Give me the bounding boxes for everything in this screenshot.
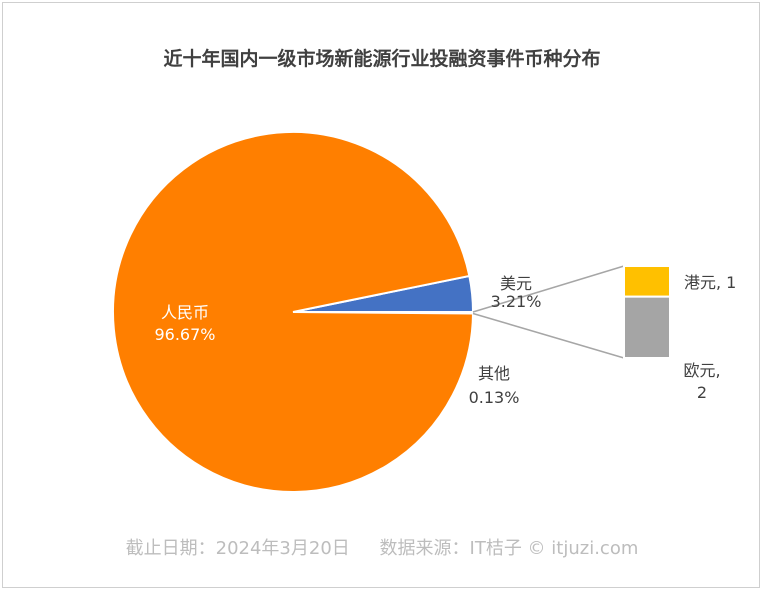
bar-segment-eur xyxy=(623,295,671,359)
chart-title: 近十年国内一级市场新能源行业投融资事件币种分布 xyxy=(163,48,601,70)
connector-lines xyxy=(472,265,625,359)
bar-label-eur-value: 2 xyxy=(697,383,707,402)
footer: 截止日期：2024年3月20日 数据来源：IT桔子 © itjuzi.com xyxy=(0,534,764,560)
footer-source: 数据来源：IT桔子 © itjuzi.com xyxy=(379,538,639,559)
pie-slices xyxy=(112,131,475,493)
pie-slice-rmb xyxy=(112,131,475,493)
bar-segment-hkd xyxy=(623,265,671,298)
slice-label-rmb-name: 人民币 xyxy=(161,303,209,322)
breakdown-bar xyxy=(623,265,671,359)
footer-date: 截止日期：2024年3月20日 xyxy=(125,538,350,559)
slice-label-usd-value: 3.21% xyxy=(491,292,542,311)
slice-label-usd-name: 美元 xyxy=(500,274,532,293)
slice-label-other-name: 其他 xyxy=(478,364,510,383)
slice-label-other-value: 0.13% xyxy=(469,388,520,407)
connector-line-top xyxy=(472,265,625,313)
bar-label-eur-name: 欧元, xyxy=(683,361,720,380)
bar-label-hkd: 港元, 1 xyxy=(684,273,736,292)
connector-line-bottom xyxy=(472,312,625,359)
slice-label-rmb-value: 96.67% xyxy=(154,325,215,344)
